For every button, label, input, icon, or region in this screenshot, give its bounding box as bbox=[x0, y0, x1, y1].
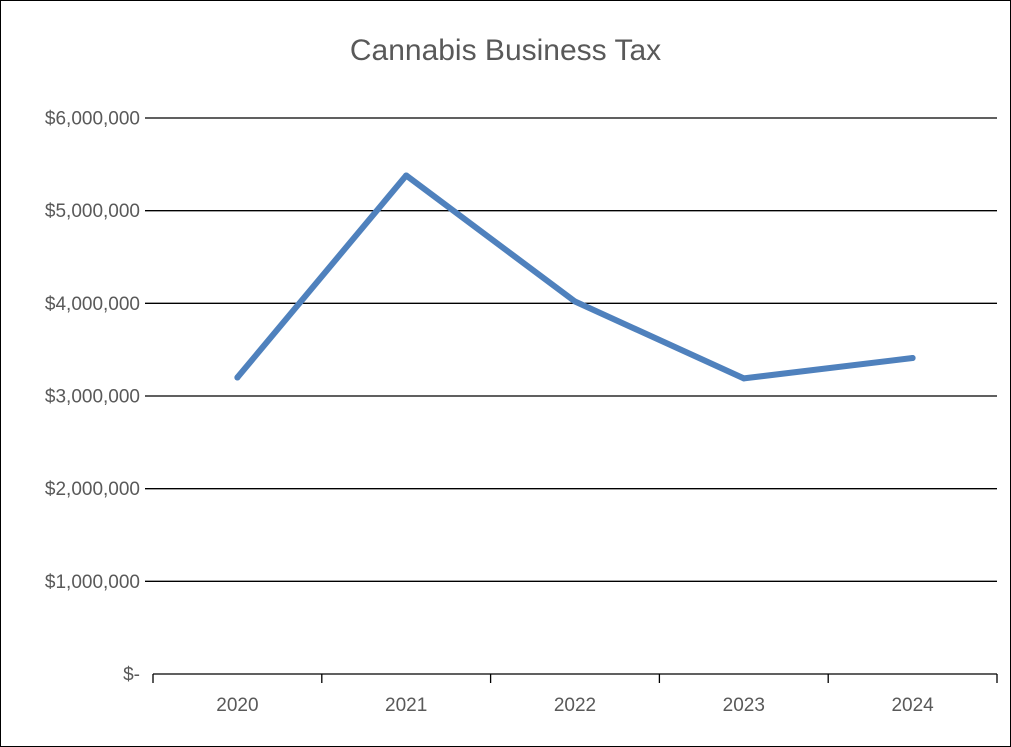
chart-title: Cannabis Business Tax bbox=[349, 34, 662, 67]
y-axis-labels: $- $1,000,000 $2,000,000 $3,000,000 $4,000,0… bbox=[45, 109, 140, 686]
x-tick-label: 2022 bbox=[554, 695, 596, 716]
x-axis-labels: 2020 2021 2022 2023 2024 bbox=[216, 695, 934, 716]
x-tick-label: 2023 bbox=[723, 695, 765, 716]
y-tick-label: $- bbox=[123, 665, 140, 686]
x-tick-label: 2021 bbox=[385, 695, 427, 716]
series-group bbox=[234, 172, 916, 382]
y-tick-label: $2,000,000 bbox=[45, 479, 140, 500]
x-axis bbox=[152, 673, 998, 683]
y-tick-label: $5,000,000 bbox=[45, 201, 140, 222]
x-tick-label: 2024 bbox=[891, 695, 934, 716]
data-point-2020 bbox=[234, 374, 241, 381]
data-point-2024 bbox=[909, 355, 916, 362]
gridlines bbox=[145, 117, 997, 582]
y-tick-label: $4,000,000 bbox=[45, 294, 140, 315]
data-point-2022 bbox=[572, 298, 578, 305]
series-line bbox=[234, 172, 916, 382]
y-tick-label: $3,000,000 bbox=[45, 387, 140, 408]
x-tick-label: 2020 bbox=[216, 695, 258, 716]
data-point-2023 bbox=[740, 375, 747, 382]
y-tick-label: $1,000,000 bbox=[45, 572, 140, 593]
data-point-2021 bbox=[403, 172, 410, 179]
y-tick-label: $6,000,000 bbox=[45, 109, 140, 130]
